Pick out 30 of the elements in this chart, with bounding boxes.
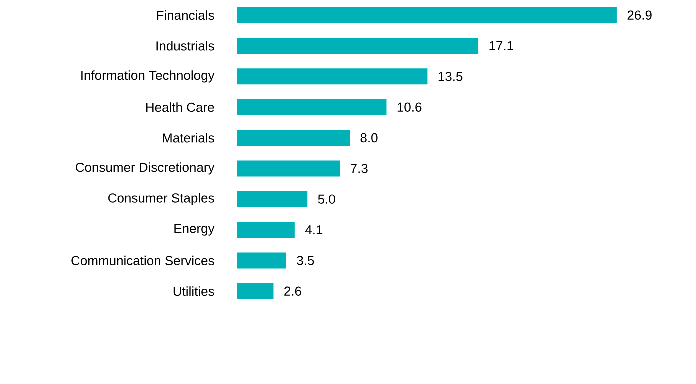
y-tick-label: Information Technology — [82, 70, 215, 83]
y-tick-label: Communication Services — [72, 256, 214, 266]
bar — [237, 160, 340, 177]
bar — [237, 252, 286, 269]
data-label: 26.9 — [628, 10, 652, 20]
bar — [237, 38, 479, 54]
bar — [237, 68, 428, 85]
bar — [237, 283, 274, 300]
data-label: 17.1 — [490, 42, 514, 50]
y-tick-label: Health Care — [146, 102, 214, 112]
data-label: 8.0 — [360, 133, 378, 143]
y-tick-label: Materials — [163, 133, 214, 143]
data-label: 4.1 — [305, 226, 323, 234]
bar — [237, 99, 387, 116]
data-label: 5.0 — [318, 194, 336, 204]
y-tick-label: Consumer Discretionary — [76, 162, 215, 175]
y-tick-label: Consumer Staples — [108, 193, 214, 206]
data-label: 13.5 — [438, 72, 463, 82]
data-label: 10.6 — [398, 102, 422, 112]
y-tick-label: Industrials — [156, 41, 214, 51]
y-tick-label: Utilities — [174, 286, 214, 296]
bar — [237, 130, 350, 146]
data-label: 3.5 — [297, 256, 314, 266]
bar — [237, 191, 308, 208]
y-tick-label: Energy — [174, 224, 215, 236]
data-label: 7.3 — [350, 164, 368, 174]
y-tick-label: Financials — [157, 10, 214, 20]
data-label: 2.6 — [284, 286, 302, 296]
bar — [237, 7, 617, 24]
bar — [237, 222, 295, 238]
